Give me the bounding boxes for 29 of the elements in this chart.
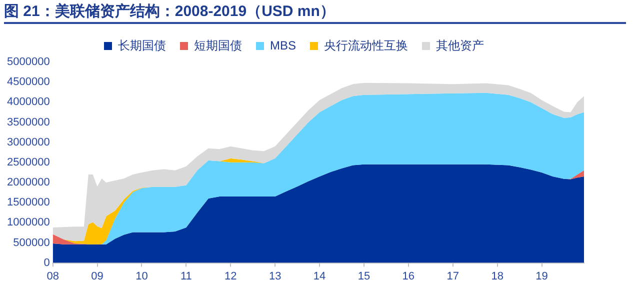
y-tick-label: 3000000	[6, 136, 50, 148]
x-tick-label: 15	[358, 270, 370, 282]
x-tick-label: 10	[136, 270, 148, 282]
y-tick-label: 4500000	[6, 76, 50, 88]
y-tick-label: 3500000	[6, 116, 50, 128]
y-tick-label: 2500000	[6, 156, 50, 168]
x-tick-label: 13	[268, 270, 282, 282]
y-tick-label: 1500000	[6, 196, 50, 209]
x-tick-label: 08	[46, 270, 59, 282]
legend-label: 短期国债	[194, 38, 242, 52]
legend-label: 其他资产	[436, 38, 484, 52]
legend-label: 长期国债	[118, 38, 166, 52]
x-tick-label: 09	[91, 270, 104, 282]
x-tick-label: 12	[224, 270, 237, 282]
y-tick-label: 5000000	[6, 56, 50, 68]
legend-label: MBS	[270, 38, 296, 52]
x-tick-label: 19	[536, 270, 548, 282]
chart-title: 图 21：美联储资产结构：2008-2019（USD mn）	[4, 2, 626, 24]
y-tick-label: 500000	[13, 236, 50, 249]
x-tick-label: 18	[491, 270, 504, 282]
x-tick-label: 16	[402, 270, 415, 282]
legend-label: 央行流动性互换	[324, 38, 408, 52]
y-tick-label: 0	[44, 256, 50, 269]
y-tick-label: 2000000	[6, 176, 50, 189]
y-tick-label: 4000000	[6, 96, 50, 108]
x-tick-label: 17	[446, 270, 459, 282]
x-tick-label: 14	[313, 270, 326, 282]
x-tick-label: 11	[180, 270, 192, 282]
y-tick-label: 1000000	[6, 216, 50, 229]
